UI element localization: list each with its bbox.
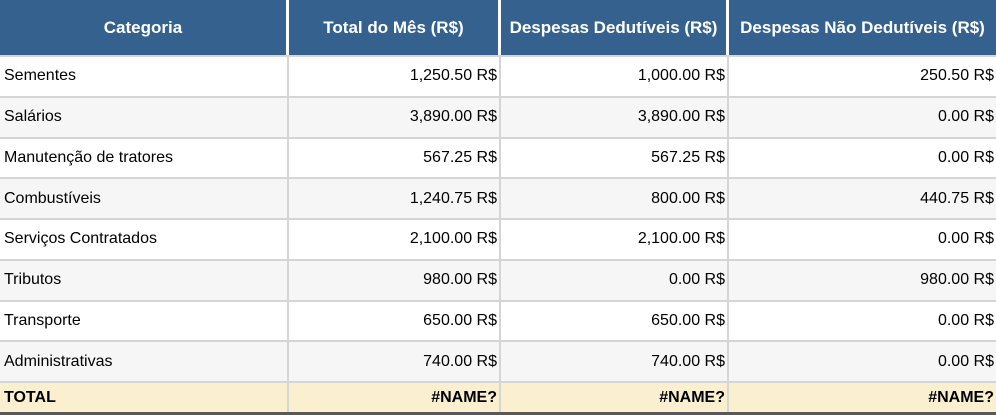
value-cell[interactable]: 650.00 R$ <box>501 301 729 343</box>
value-cell[interactable]: 650.00 R$ <box>289 301 501 343</box>
value-cell[interactable]: 2,100.00 R$ <box>289 220 501 261</box>
table-row: Tributos 980.00 R$ 0.00 R$ 980.00 R$ <box>0 260 996 302</box>
table-row: Sementes 1,250.50 R$ 1,000.00 R$ 250.50 R$ <box>0 57 996 98</box>
value-cell[interactable]: 800.00 R$ <box>501 179 729 220</box>
table-row: Transporte 650.00 R$ 650.00 R$ 0.00 R$ <box>0 301 996 343</box>
total-row: TOTAL #NAME? #NAME? #NAME? <box>0 383 996 415</box>
category-cell[interactable]: Combustíveis <box>0 179 289 220</box>
value-cell[interactable]: 3,890.00 R$ <box>289 97 501 139</box>
header-cell-total-do-mes[interactable]: Total do Mês (R$) <box>289 0 501 55</box>
category-cell[interactable]: Salários <box>0 97 289 139</box>
value-cell[interactable]: 440.75 R$ <box>729 179 996 220</box>
value-cell[interactable]: 740.00 R$ <box>501 342 729 383</box>
header-cell-despesas-nao-dedutiveis[interactable]: Despesas Não Dedutíveis (R$) <box>729 0 996 55</box>
value-cell[interactable]: 980.00 R$ <box>289 260 501 302</box>
category-cell[interactable]: Sementes <box>0 57 289 98</box>
value-cell[interactable]: 0.00 R$ <box>729 97 996 139</box>
category-cell[interactable]: Serviços Contratados <box>0 220 289 261</box>
total-label-cell[interactable]: TOTAL <box>0 383 289 412</box>
value-cell[interactable]: 1,000.00 R$ <box>501 57 729 98</box>
table-header-row: Categoria Total do Mês (R$) Despesas Ded… <box>0 0 996 57</box>
table-body: Sementes 1,250.50 R$ 1,000.00 R$ 250.50 R$ S… <box>0 57 996 383</box>
value-cell[interactable]: 1,240.75 R$ <box>289 179 501 220</box>
value-cell[interactable]: 2,100.00 R$ <box>501 220 729 261</box>
table-row: Serviços Contratados 2,100.00 R$ 2,100.00 … <box>0 220 996 261</box>
value-cell[interactable]: 0.00 R$ <box>729 220 996 261</box>
category-cell[interactable]: Tributos <box>0 260 289 302</box>
value-cell[interactable]: 3,890.00 R$ <box>501 97 729 139</box>
value-cell[interactable]: 980.00 R$ <box>729 260 996 302</box>
value-cell[interactable]: 567.25 R$ <box>289 138 501 180</box>
table-row: Combustíveis 1,240.75 R$ 800.00 R$ 440.75 R… <box>0 179 996 220</box>
value-cell[interactable]: 250.50 R$ <box>729 57 996 98</box>
header-cell-despesas-dedutiveis[interactable]: Despesas Dedutíveis (R$) <box>501 0 729 55</box>
total-value-cell-nao-dedutiveis[interactable]: #NAME? <box>729 383 996 412</box>
value-cell[interactable]: 0.00 R$ <box>729 138 996 180</box>
value-cell[interactable]: 0.00 R$ <box>729 342 996 383</box>
header-cell-categoria[interactable]: Categoria <box>0 0 289 55</box>
total-value-cell-dedutiveis[interactable]: #NAME? <box>501 383 729 412</box>
value-cell[interactable]: 0.00 R$ <box>501 260 729 302</box>
category-cell[interactable]: Administrativas <box>0 342 289 383</box>
table-row: Manutenção de tratores 567.25 R$ 567.25 R$… <box>0 138 996 180</box>
table-row: Administrativas 740.00 R$ 740.00 R$ 0.00 R$ <box>0 342 996 383</box>
value-cell[interactable]: 567.25 R$ <box>501 138 729 180</box>
table-row: Salários 3,890.00 R$ 3,890.00 R$ 0.00 R$ <box>0 97 996 139</box>
category-cell[interactable]: Manutenção de tratores <box>0 138 289 180</box>
total-value-cell-total-do-mes[interactable]: #NAME? <box>289 383 501 412</box>
value-cell[interactable]: 0.00 R$ <box>729 301 996 343</box>
value-cell[interactable]: 1,250.50 R$ <box>289 57 501 98</box>
category-cell[interactable]: Transporte <box>0 301 289 343</box>
value-cell[interactable]: 740.00 R$ <box>289 342 501 383</box>
